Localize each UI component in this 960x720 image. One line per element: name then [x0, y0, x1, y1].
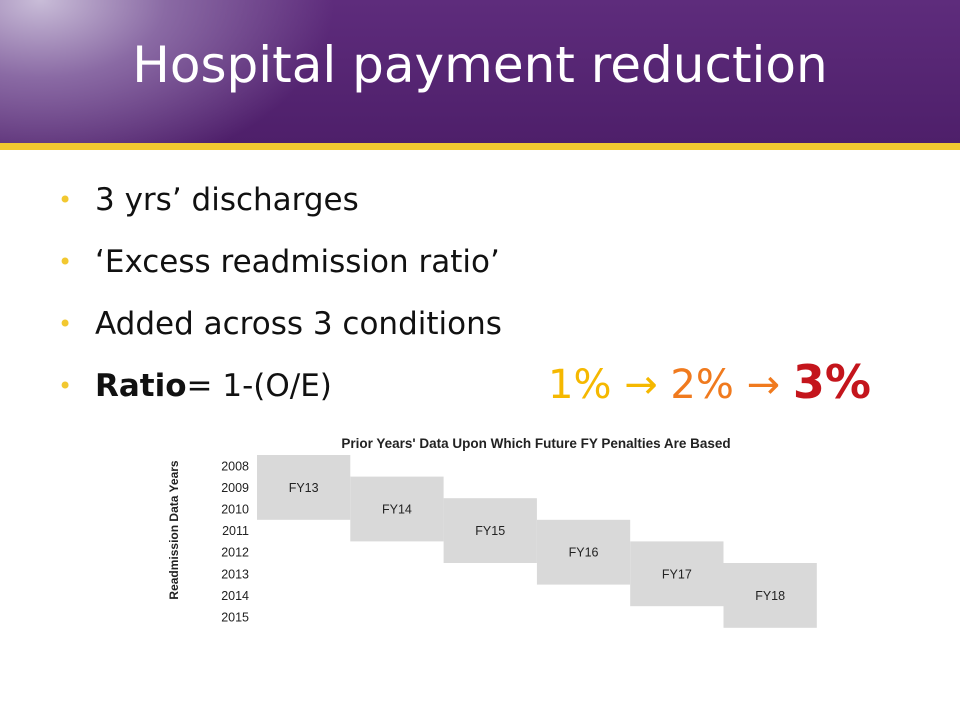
penalty-step-2: 2%: [670, 362, 734, 408]
bullet-icon: •: [58, 372, 73, 400]
penalty-label: FY17: [662, 567, 692, 581]
penalty-block: [443, 498, 537, 563]
bullet-item: • Ratio= 1-(O/E): [58, 361, 502, 423]
penalty-step-1: 1%: [548, 362, 612, 408]
ratio-formula: = 1-(O/E): [186, 368, 332, 404]
penalty-label: FY14: [382, 503, 412, 517]
bullet-text: Added across 3 conditions: [95, 306, 502, 342]
bullet-item: • ‘Excess readmission ratio’: [58, 237, 502, 299]
bullet-text: ‘Excess readmission ratio’: [95, 244, 500, 280]
title-banner: [0, 0, 960, 143]
bullet-list: • 3 yrs’ discharges • ‘Excess readmissio…: [58, 175, 502, 423]
arrow-icon: →: [746, 362, 781, 408]
ratio-label: Ratio: [95, 368, 187, 404]
year-tick-label: 2013: [221, 567, 249, 581]
bullet-icon: •: [58, 186, 73, 214]
chart-title: Prior Years' Data Upon Which Future FY P…: [341, 436, 730, 451]
penalty-block: [536, 519, 631, 585]
arrow-icon: →: [624, 362, 658, 408]
penalty-step-3: 3%: [792, 355, 871, 409]
penalty-progression: 1% → 2% → 3%: [548, 355, 871, 409]
penalty-label: FY16: [569, 546, 599, 560]
year-tick-label: 2011: [222, 524, 249, 538]
banner-divider: [0, 143, 960, 150]
penalty-block: [630, 541, 724, 607]
year-tick-label: 2015: [221, 611, 249, 625]
penalty-block: [723, 563, 817, 628]
year-tick-label: 2014: [221, 589, 249, 603]
slide-title: Hospital payment reduction: [132, 36, 828, 94]
bullet-item: • 3 yrs’ discharges: [58, 175, 502, 237]
y-axis-label: Readmission Data Years: [167, 460, 181, 600]
bullet-icon: •: [58, 248, 73, 276]
penalty-label: FY18: [755, 589, 785, 603]
penalty-label: FY15: [475, 524, 505, 538]
year-tick-label: 2012: [221, 546, 249, 560]
bullet-icon: •: [58, 310, 73, 338]
year-tick-label: 2009: [221, 481, 249, 495]
penalty-label: FY13: [289, 481, 319, 495]
year-tick-label: 2010: [221, 503, 249, 517]
bullet-item: • Added across 3 conditions: [58, 299, 502, 361]
penalty-block: [257, 455, 351, 520]
year-tick-label: 2008: [221, 459, 249, 473]
bullet-text: 3 yrs’ discharges: [95, 182, 359, 218]
penalty-block: [350, 476, 444, 542]
